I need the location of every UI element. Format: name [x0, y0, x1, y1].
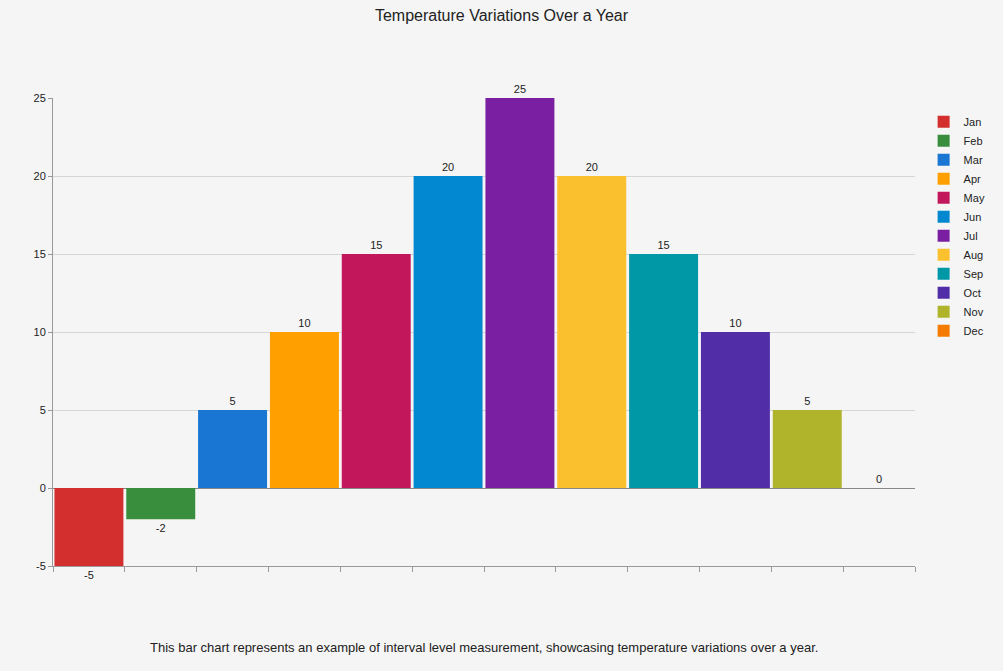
svg-text:Mar: Mar — [964, 154, 983, 166]
svg-text:5: 5 — [40, 404, 46, 416]
svg-text:Jan: Jan — [964, 116, 982, 128]
svg-text:Oct: Oct — [964, 287, 981, 299]
svg-text:This bar chart represents an e: This bar chart represents an example of … — [150, 640, 818, 655]
svg-text:Temperature Variations Over a: Temperature Variations Over a Year — [375, 7, 629, 24]
svg-text:-5: -5 — [84, 569, 94, 581]
svg-text:10: 10 — [298, 317, 310, 329]
svg-text:20: 20 — [34, 170, 46, 182]
svg-text:Sep: Sep — [964, 268, 984, 280]
svg-text:15: 15 — [370, 239, 382, 251]
svg-text:5: 5 — [804, 395, 810, 407]
svg-text:20: 20 — [442, 161, 454, 173]
svg-text:15: 15 — [657, 239, 669, 251]
svg-text:20: 20 — [586, 161, 598, 173]
svg-text:25: 25 — [514, 83, 526, 95]
svg-text:5: 5 — [230, 395, 236, 407]
svg-text:Aug: Aug — [964, 249, 984, 261]
svg-text:0: 0 — [876, 473, 882, 485]
svg-text:Apr: Apr — [964, 173, 981, 185]
svg-text:10: 10 — [34, 326, 46, 338]
svg-text:Nov: Nov — [964, 306, 984, 318]
svg-text:25: 25 — [34, 92, 46, 104]
svg-text:Jun: Jun — [964, 211, 982, 223]
svg-text:0: 0 — [40, 482, 46, 494]
svg-text:-2: -2 — [156, 522, 166, 534]
svg-text:May: May — [964, 192, 985, 204]
svg-text:-5: -5 — [36, 560, 46, 572]
svg-text:Feb: Feb — [964, 135, 983, 147]
svg-text:Dec: Dec — [964, 325, 984, 337]
svg-text:Jul: Jul — [964, 230, 978, 242]
svg-text:10: 10 — [729, 317, 741, 329]
svg-text:15: 15 — [34, 248, 46, 260]
